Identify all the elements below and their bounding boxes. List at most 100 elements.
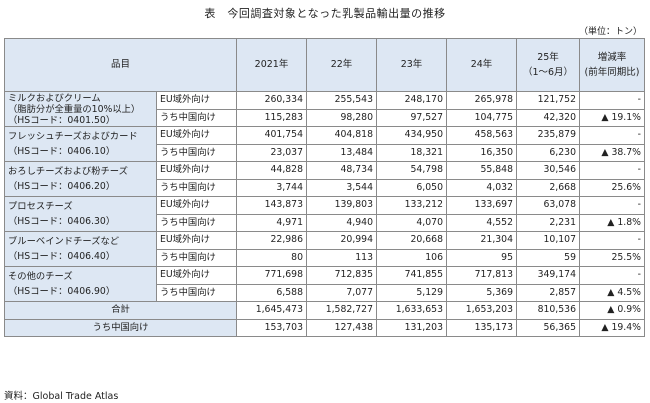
destination-china-label: うち中国向け	[155, 143, 238, 162]
table-row: フレッシュチーズおよびカード （HSコード：0406.10） EU域外向け 401,7…	[4, 126, 646, 162]
table-row: うち中国向け 3,744 3,544 6,050 4,032 2,668 25.6%	[5, 178, 646, 197]
value-cell-2021: 6,588	[236, 283, 308, 302]
item-name-line: （HSコード：0406.10）	[8, 146, 116, 157]
header-change-basis: (前年同期比)	[584, 67, 640, 78]
value-cell-25: 56,365	[516, 318, 581, 337]
value-cell-23: 133,212	[376, 196, 448, 215]
value-cell-25: 810,536	[516, 301, 581, 320]
header-change-label: 増減率	[597, 52, 627, 63]
destination-china-label: うち中国向け	[155, 178, 238, 197]
value-cell-2021: 44,828	[236, 161, 308, 180]
total-china-row: うち中国向け 153,703 127,438 131,203 135,173 56,365…	[3, 318, 646, 337]
value-cell-23: 741,855	[376, 266, 448, 285]
destination-eu-label: EU域外向け	[155, 161, 238, 180]
destination-china-label: うち中国向け	[155, 213, 238, 232]
value-cell-change: ▲ 19.1%	[579, 108, 646, 127]
table-title: 表 今回調査対象となった乳製品輸出量の推移	[204, 7, 446, 20]
item-name-line: （HSコード：0406.40）	[8, 251, 116, 262]
value-cell-25: 2,668	[516, 178, 581, 197]
value-cell-25: 2,231	[516, 213, 581, 232]
destination-eu-label: EU域外向け	[155, 231, 238, 250]
value-cell-2021: 401,754	[236, 126, 308, 145]
value-cell-25: 6,230	[516, 143, 581, 162]
value-cell-25: 235,879	[516, 126, 581, 145]
destination-eu-label: EU域外向け	[155, 126, 238, 145]
item-name-cell: その他のチーズ （HSコード：0406.90）	[4, 266, 157, 302]
item-name-line: （HSコード：0401.50）	[8, 114, 116, 126]
item-name-line: （脂肪分が全重量の10%以上）	[8, 103, 141, 115]
value-cell-2021: 3,744	[236, 178, 308, 197]
destination-china-label: うち中国向け	[155, 283, 238, 302]
destination-eu-label: EU域外向け	[155, 196, 238, 215]
value-cell-change: -	[579, 266, 646, 285]
destination-eu-label: EU域外向け	[155, 91, 238, 110]
value-cell-25: 10,107	[516, 231, 581, 250]
value-cell-25: 30,546	[516, 161, 581, 180]
value-cell-23: 131,203	[376, 318, 448, 337]
value-cell-25: 59	[516, 248, 581, 267]
value-cell-22: 1,582,727	[306, 301, 378, 320]
table-row: おろしチーズおよび粉チーズ （HSコード：0406.20） EU域外向け 44,828…	[4, 161, 646, 197]
table-body: ミルクおよびクリーム （脂肪分が全重量の10%以上） （HSコード：0401.50）…	[3, 91, 646, 337]
item-name-line: ミルクおよびクリーム	[8, 92, 101, 104]
value-cell-23: 97,527	[376, 108, 448, 127]
value-cell-23: 6,050	[376, 178, 448, 197]
item-name-line: おろしチーズおよび粉チーズ	[8, 165, 128, 177]
item-name-line: プロセスチーズ	[8, 200, 73, 212]
value-cell-2021: 115,283	[236, 108, 308, 127]
value-cell-25: 2,857	[516, 283, 581, 302]
value-cell-23: 434,950	[376, 126, 448, 145]
header-25-year: 25年	[537, 52, 559, 63]
value-cell-22: 48,734	[306, 161, 378, 180]
value-cell-change: -	[579, 161, 646, 180]
value-cell-24: 4,032	[446, 178, 518, 197]
destination-china-label: うち中国向け	[155, 108, 238, 127]
destination-china-label: うち中国向け	[155, 248, 238, 267]
value-cell-2021: 23,037	[236, 143, 308, 162]
table-row: その他のチーズ （HSコード：0406.90） EU域外向け 771,698 712,8…	[4, 266, 646, 302]
value-cell-24: 265,978	[446, 91, 518, 110]
value-cell-23: 1,633,653	[376, 301, 448, 320]
header-item: 品目	[3, 38, 238, 92]
value-cell-22: 3,544	[306, 178, 378, 197]
value-cell-22: 139,803	[306, 196, 378, 215]
item-name-line: （HSコード：0406.30）	[8, 216, 116, 227]
item-name-cell: プロセスチーズ （HSコード：0406.30）	[4, 196, 157, 232]
unit-note: （単位：トン）	[578, 27, 642, 37]
header-change: 増減率 (前年同期比)	[579, 38, 646, 92]
value-cell-24: 4,552	[446, 213, 518, 232]
destination-eu-label: EU域外向け	[155, 266, 238, 285]
item-name-cell: ミルクおよびクリーム （脂肪分が全重量の10%以上） （HSコード：0401.50）	[4, 91, 157, 127]
value-cell-23: 20,668	[376, 231, 448, 250]
header-23: 23年	[376, 38, 448, 92]
header-25: 25年 （1〜6月）	[516, 38, 581, 92]
value-cell-change: 25.6%	[579, 178, 646, 197]
value-cell-23: 106	[376, 248, 448, 267]
value-cell-23: 54,798	[376, 161, 448, 180]
value-cell-22: 255,543	[306, 91, 378, 110]
table-row: うち中国向け 23,037 13,484 18,321 16,350 6,230 ▲ 38.…	[5, 143, 646, 162]
value-cell-24: 55,848	[446, 161, 518, 180]
value-cell-change: ▲ 0.9%	[579, 301, 646, 320]
value-cell-change: -	[579, 196, 646, 215]
value-cell-25: 121,752	[516, 91, 581, 110]
value-cell-change: ▲ 38.7%	[579, 143, 646, 162]
value-cell-change: ▲ 4.5%	[579, 283, 646, 302]
value-cell-2021: 260,334	[236, 91, 308, 110]
value-cell-2021: 22,986	[236, 231, 308, 250]
value-cell-22: 404,818	[306, 126, 378, 145]
item-name-line: その他のチーズ	[8, 270, 73, 282]
value-cell-24: 135,173	[446, 318, 518, 337]
value-cell-2021: 143,873	[236, 196, 308, 215]
table-row: ブルーベインドチーズなど （HSコード：0406.40） EU域外向け 22,986 2…	[4, 231, 646, 267]
value-cell-24: 95	[446, 248, 518, 267]
total-row: 合計 1,645,473 1,582,727 1,633,653 1,653,203 81…	[3, 301, 646, 320]
value-cell-change: -	[579, 91, 646, 110]
header-24: 24年	[446, 38, 518, 92]
value-cell-25: 63,078	[516, 196, 581, 215]
item-name-line: （HSコード：0406.20）	[8, 181, 116, 192]
value-cell-2021: 153,703	[236, 318, 308, 337]
value-cell-24: 5,369	[446, 283, 518, 302]
value-cell-change: 25.5%	[579, 248, 646, 267]
value-cell-change: ▲ 1.8%	[579, 213, 646, 232]
